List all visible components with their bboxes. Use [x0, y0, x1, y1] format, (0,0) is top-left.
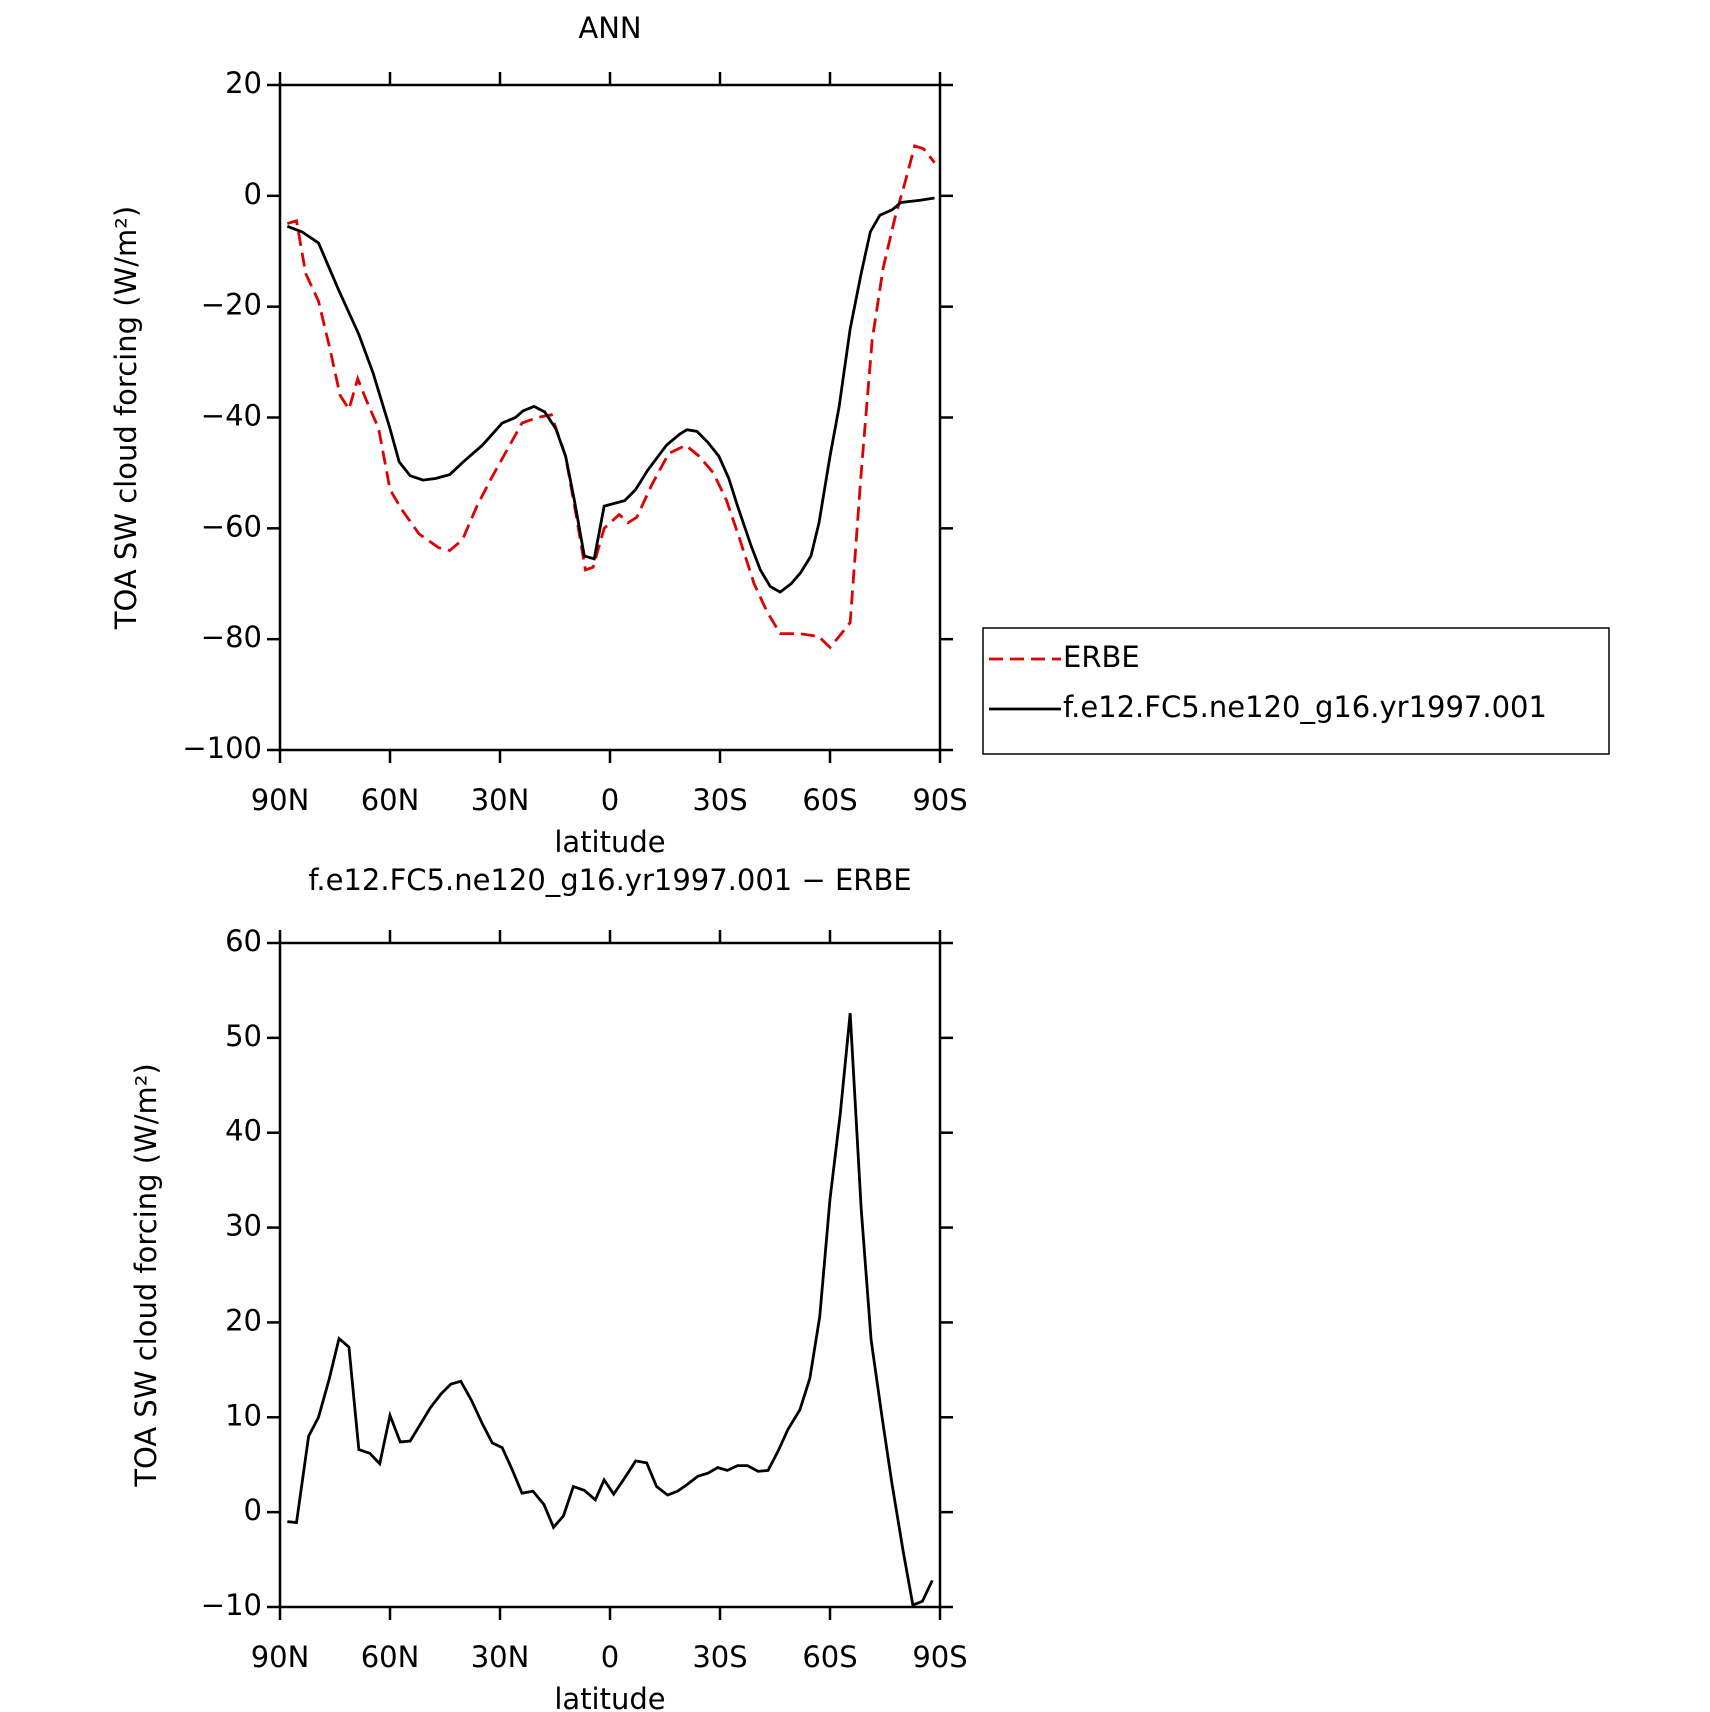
x-tick-label: 0	[601, 783, 619, 817]
y-tick-label: −80	[201, 620, 262, 654]
legend-box	[982, 627, 1610, 755]
y-tick-label: 30	[225, 1209, 262, 1243]
legend-label: ERBE	[1063, 640, 1140, 674]
y-tick-label: −10	[201, 1588, 262, 1622]
y-axis-label: TOA SW cloud forcing (W/m²)	[109, 206, 143, 630]
y-tick-label: −100	[182, 731, 262, 765]
y-tick-label: 50	[225, 1019, 262, 1053]
plot-frame	[278, 83, 942, 752]
legend-label: f.e12.FC5.ne120_g16.yr1997.001	[1063, 690, 1547, 724]
x-tick-label: 30S	[692, 1640, 747, 1674]
x-tick-label: 90N	[251, 783, 310, 817]
y-tick-label: 60	[225, 924, 262, 958]
chart-title: f.e12.FC5.ne120_g16.yr1997.001 − ERBE	[308, 863, 911, 897]
y-tick-label: 20	[225, 1303, 262, 1337]
chart-panel: f.e12.FC5.ne120_g16.yr1997.001 − ERBE lat…	[129, 863, 968, 1712]
x-tick-label: 30S	[692, 783, 747, 817]
x-axis-label: latitude	[554, 825, 665, 859]
y-tick-label: 0	[244, 177, 262, 211]
x-tick-label: 60S	[802, 783, 857, 817]
y-tick-label: 10	[225, 1398, 262, 1432]
x-tick-label: 60N	[361, 1640, 420, 1674]
x-tick-label: 30N	[471, 1640, 530, 1674]
x-tick-label: 30N	[471, 783, 530, 817]
y-axis-label: TOA SW cloud forcing (W/m²)	[129, 1063, 163, 1487]
y-tick-label: −20	[201, 288, 262, 322]
x-tick-label: 90S	[912, 783, 967, 817]
x-tick-label: 90S	[912, 1640, 967, 1674]
x-tick-label: 90N	[251, 1640, 310, 1674]
y-tick-label: 0	[244, 1493, 262, 1527]
chart-title: ANN	[578, 11, 641, 45]
y-tick-label: −40	[201, 399, 262, 433]
x-axis-label: latitude	[554, 1682, 665, 1712]
data-line	[286, 196, 935, 594]
data-line	[287, 1013, 934, 1608]
y-tick-label: −60	[201, 509, 262, 543]
y-tick-label: 20	[225, 66, 262, 100]
plot-frame	[278, 941, 942, 1609]
x-tick-label: 60N	[361, 783, 420, 817]
y-tick-label: 40	[225, 1114, 262, 1148]
x-tick-label: 0	[601, 1640, 619, 1674]
chart-panel: ANN latitude TOA SW cloud forcing (W/m²) −1…	[109, 11, 1610, 859]
x-tick-label: 60S	[802, 1640, 857, 1674]
data-line	[286, 144, 936, 650]
